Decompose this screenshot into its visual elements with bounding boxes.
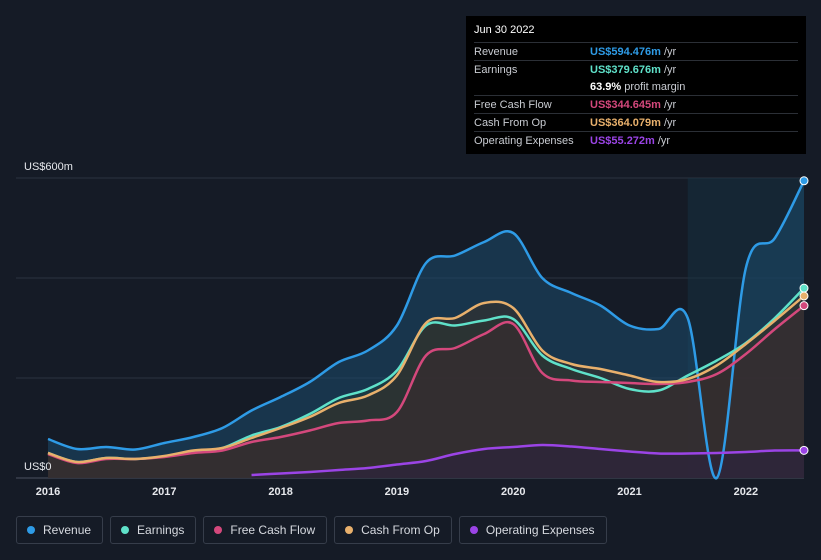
- tooltip-row-operating-expenses: Operating Expenses US$55.272m /yr: [474, 131, 798, 149]
- x-tick-label: 2017: [152, 486, 176, 498]
- tooltip-unit: /yr: [657, 134, 671, 147]
- legend-label: Operating Expenses: [485, 523, 595, 537]
- line-revenue: [47, 180, 806, 480]
- legend-label: Free Cash Flow: [230, 523, 316, 537]
- tooltip-value: US$594.476m: [590, 45, 661, 58]
- tooltip-row-profit-margin: 63.9% profit margin: [474, 78, 798, 95]
- legend-item-revenue[interactable]: Revenue: [16, 516, 104, 544]
- legend-dot-icon: [27, 526, 35, 534]
- tooltip-unit: /yr: [663, 45, 677, 58]
- data-tooltip: Jun 30 2022 Revenue US$594.476m /yr Earn…: [466, 16, 806, 154]
- legend-dot-icon: [469, 526, 478, 534]
- y-axis-top-label: US$600m: [24, 161, 73, 173]
- tooltip-unit: /yr: [663, 63, 677, 76]
- x-tick-label: 2021: [617, 486, 641, 498]
- tooltip-value: US$379.676m: [590, 63, 661, 76]
- end-point-earnings: [799, 283, 809, 293]
- legend-label: Earnings: [137, 523, 185, 537]
- y-axis-bottom-label: US$0: [24, 461, 52, 473]
- tooltip-row-free-cash-flow: Free Cash Flow US$344.645m /yr: [474, 95, 798, 113]
- legend-label: Cash From Op: [361, 523, 440, 537]
- tooltip-row-revenue: Revenue US$594.476m /yr: [474, 42, 798, 60]
- tooltip-row-earnings: Earnings US$379.676m /yr: [474, 60, 798, 78]
- end-point-free-cash-flow: [799, 301, 809, 311]
- tooltip-date: Jun 30 2022: [474, 24, 535, 36]
- legend-dot-icon: [214, 526, 223, 534]
- x-tick-label: 2016: [36, 486, 60, 498]
- end-point-cash-from-op: [799, 291, 809, 301]
- series-end-markers: [799, 176, 809, 455]
- tooltip-label: Free Cash Flow: [474, 98, 552, 111]
- legend-label: Revenue: [43, 523, 92, 537]
- x-tick-label: 2020: [501, 486, 525, 498]
- legend-dot-icon: [345, 526, 354, 534]
- tooltip-label: Earnings: [474, 63, 518, 76]
- line-cash-from-op: [47, 295, 805, 464]
- tooltip-label: Revenue: [474, 45, 519, 58]
- x-axis-ticks: 2016 2017 2018 2019 2020 2021 2022: [36, 486, 758, 498]
- end-point-operating-expenses: [799, 445, 809, 455]
- tooltip-label: Cash From Op: [474, 116, 547, 129]
- area-cash-from-op: [48, 295, 804, 478]
- chart-plot: 2016 2017 2018 2019 2020 2021 2022 US$600m US$…: [16, 161, 809, 498]
- profit-margin-value: 63.9%: [590, 80, 622, 93]
- legend-item-free-cash-flow[interactable]: Free Cash Flow: [203, 516, 328, 544]
- end-point-revenue: [799, 176, 809, 186]
- tooltip-unit: /yr: [663, 98, 677, 111]
- legend-item-cash-from-op[interactable]: Cash From Op: [334, 516, 452, 544]
- profit-margin-text: profit margin: [624, 80, 686, 93]
- area-operating-expenses: [251, 444, 805, 478]
- series-lines: [47, 180, 806, 480]
- tooltip-label: Operating Expenses: [474, 134, 574, 147]
- legend-dot-icon: [121, 526, 130, 534]
- tooltip-value: US$364.079m: [590, 116, 661, 129]
- line-operating-expenses: [251, 443, 805, 477]
- tooltip-row-cash-from-op: Cash From Op US$364.079m /yr: [474, 113, 798, 131]
- x-tick-label: 2019: [385, 486, 409, 498]
- legend-item-earnings[interactable]: Earnings: [110, 516, 197, 544]
- x-tick-label: 2018: [268, 486, 292, 498]
- tooltip-value: US$344.645m: [590, 98, 661, 111]
- x-tick-label: 2022: [734, 486, 758, 498]
- tooltip-unit: /yr: [663, 116, 677, 129]
- tooltip-value: US$55.272m: [590, 134, 655, 147]
- legend-item-operating-expenses[interactable]: Operating Expenses: [458, 516, 607, 544]
- legend: Revenue Earnings Free Cash Flow Cash Fro…: [16, 516, 607, 544]
- series-areas: [48, 180, 805, 479]
- line-free-cash-flow: [47, 304, 805, 465]
